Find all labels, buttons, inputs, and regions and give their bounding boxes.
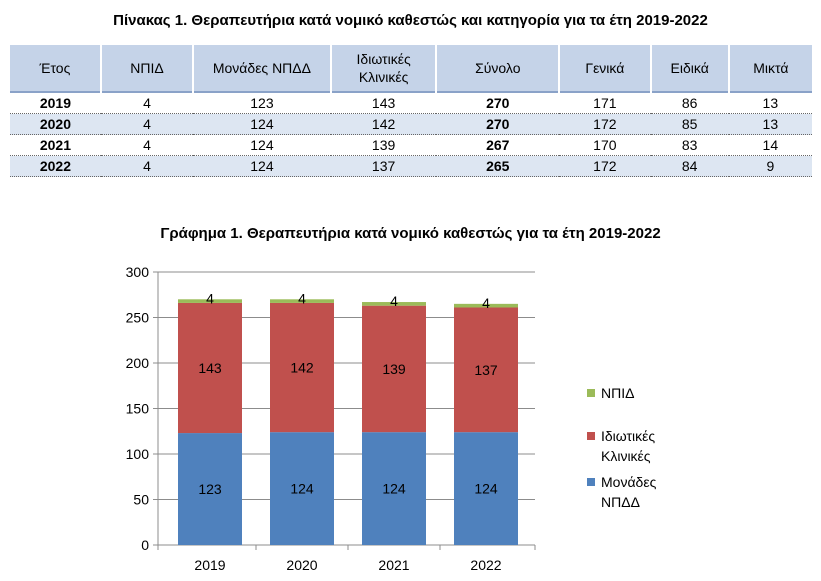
cell-year: 2022 xyxy=(39,158,71,174)
bar-segment xyxy=(362,432,426,545)
chart-title: Γράφημα 1. Θεραπευτήρια κατά νομικό καθε… xyxy=(160,225,661,242)
x-tick-label: 2021 xyxy=(378,557,409,573)
data-label: 139 xyxy=(382,361,406,377)
cell-general: 171 xyxy=(593,95,617,111)
data-label: 124 xyxy=(474,481,498,497)
cell-mixed: 14 xyxy=(762,137,779,153)
data-label: 124 xyxy=(290,481,314,497)
header-npid: ΝΠΙΔ xyxy=(99,45,194,92)
cell-mixed: 13 xyxy=(762,95,779,111)
header-mixed: Μικτά xyxy=(727,45,812,92)
bar-segment xyxy=(178,433,242,545)
header-total: Σύνολο xyxy=(435,45,560,92)
cell-year: 2021 xyxy=(39,137,71,153)
cell-mixed: 13 xyxy=(762,116,779,132)
cell-total: 270 xyxy=(486,95,510,111)
cell-private: 143 xyxy=(371,95,396,111)
data-label: 124 xyxy=(382,481,406,497)
data-label: 137 xyxy=(474,362,498,378)
cell-npdd: 124 xyxy=(250,116,274,132)
cell-npdd: 123 xyxy=(250,95,274,111)
data-label: 4 xyxy=(482,295,490,311)
data-label: 123 xyxy=(198,481,222,497)
cell-npid: 4 xyxy=(143,158,151,174)
table-row: 2020 4 124 142 270 172 85 13 xyxy=(10,113,812,135)
cell-total: 265 xyxy=(486,158,510,174)
cell-year: 2019 xyxy=(39,95,71,111)
data-label: 143 xyxy=(198,360,222,376)
header-year: Έτος xyxy=(10,45,101,92)
table-header-row: Έτος ΝΠΙΔ Μονάδες ΝΠΔΔ Ιδιωτικές Κλινικέ… xyxy=(10,45,812,92)
cell-npid: 4 xyxy=(143,116,151,132)
legend-label: ΝΠΙΔ xyxy=(601,385,634,401)
cell-npid: 4 xyxy=(143,95,151,111)
cell-total: 270 xyxy=(486,116,510,132)
table-row: 2019 4 123 143 270 171 86 13 xyxy=(10,92,812,114)
legend-swatch xyxy=(587,478,595,486)
y-tick-label: 100 xyxy=(126,446,150,462)
y-tick-label: 50 xyxy=(133,492,149,508)
cell-total: 267 xyxy=(486,137,510,153)
cell-private: 137 xyxy=(371,158,396,174)
cell-special: 84 xyxy=(681,158,698,174)
cell-special: 85 xyxy=(681,116,698,132)
data-label: 4 xyxy=(390,293,398,309)
table-row: 2022 4 124 137 265 172 84 9 xyxy=(10,155,812,177)
cell-special: 86 xyxy=(681,95,698,111)
header-private: Ιδιωτικές Κλινικές xyxy=(329,45,437,92)
x-tick-label: 2022 xyxy=(470,557,501,573)
legend-label: Μονάδες xyxy=(601,474,657,490)
header-general: Γενικά xyxy=(558,45,651,92)
bar-segment xyxy=(454,303,518,308)
x-tick-label: 2020 xyxy=(286,557,317,573)
table-title: Πίνακας 1. Θεραπευτήρια κατά νομικό καθε… xyxy=(113,12,708,29)
bar-segment xyxy=(178,302,242,434)
legend-label: Ιδιωτικές xyxy=(601,428,655,444)
y-tick-label: 0 xyxy=(141,537,149,553)
header-special: Ειδικά xyxy=(649,45,729,92)
bar-segment xyxy=(454,432,518,545)
cell-mixed: 9 xyxy=(766,158,775,174)
header-npdd: Μονάδες ΝΠΔΔ xyxy=(192,45,331,92)
bar-segment xyxy=(178,299,242,303)
legend-swatch xyxy=(587,389,595,397)
data-table: Έτος ΝΠΙΔ Μονάδες ΝΠΔΔ Ιδιωτικές Κλινικέ… xyxy=(10,45,812,177)
table-header: Έτος ΝΠΙΔ Μονάδες ΝΠΔΔ Ιδιωτικές Κλινικέ… xyxy=(10,45,812,92)
cell-private: 142 xyxy=(371,116,396,132)
legend-label: ΝΠΔΔ xyxy=(601,494,640,510)
cell-npdd: 124 xyxy=(250,158,274,174)
bar-segment xyxy=(270,299,334,303)
header-private-label: Ιδιωτικές Κλινικές xyxy=(356,51,411,85)
cell-year: 2020 xyxy=(39,116,71,132)
data-label: 4 xyxy=(206,290,214,306)
bar-segment xyxy=(270,302,334,433)
cell-special: 83 xyxy=(681,137,698,153)
bar-segment xyxy=(454,307,518,433)
cell-general: 170 xyxy=(593,137,617,153)
y-tick-label: 250 xyxy=(126,310,150,326)
table-body: 2019 4 123 143 270 171 86 13 2020 4 124 … xyxy=(10,92,812,177)
bar-segment xyxy=(362,302,426,306)
x-tick-label: 2019 xyxy=(194,557,225,573)
data-label: 142 xyxy=(290,360,314,376)
table-row: 2021 4 124 139 267 170 83 14 xyxy=(10,135,812,156)
y-tick-label: 200 xyxy=(126,355,150,371)
cell-general: 172 xyxy=(593,116,617,132)
y-tick-label: 300 xyxy=(126,264,150,280)
cell-npid: 4 xyxy=(143,137,151,153)
cell-npdd: 124 xyxy=(250,137,274,153)
data-label: 4 xyxy=(298,290,306,306)
legend-label: Κλινικές xyxy=(601,448,651,464)
y-tick-label: 150 xyxy=(126,401,150,417)
bar-segment xyxy=(270,432,334,545)
bar-segment xyxy=(362,305,426,433)
cell-private: 139 xyxy=(371,137,396,153)
cell-general: 172 xyxy=(593,158,617,174)
legend-swatch xyxy=(587,432,595,440)
